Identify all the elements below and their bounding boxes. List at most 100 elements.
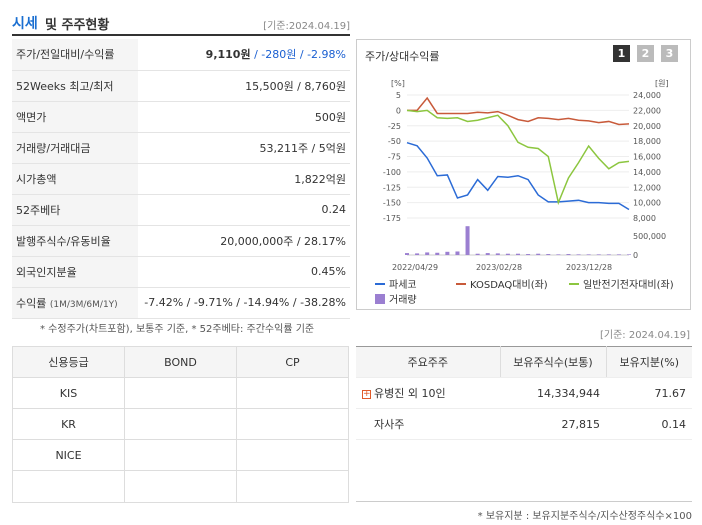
volume-bar <box>445 251 450 255</box>
volume-bar <box>586 254 591 255</box>
credit-agency: KIS <box>12 377 125 409</box>
bond-rating <box>124 470 237 503</box>
holder-note: * 보유지분 : 보유지분주식수/지수산정주식수×100 <box>477 511 692 522</box>
chart-page-2-button[interactable]: 2 <box>637 45 654 62</box>
cp-rating <box>236 470 349 503</box>
holder-name[interactable]: + 유병진 외 10인 <box>356 377 500 409</box>
holder-header: 보유지분(%) <box>606 346 692 378</box>
series-line-1 <box>407 96 630 126</box>
volume-bar <box>455 251 460 255</box>
chart-page-3-button[interactable]: 3 <box>661 45 678 62</box>
quote-value: 15,500원 / 8,760원 <box>138 70 350 102</box>
cp-rating <box>236 408 349 440</box>
volume-bar <box>596 254 601 255</box>
volume-bar <box>536 253 541 255</box>
volume-tick-label: 500,000 <box>633 232 666 241</box>
credit-row: NICE <box>12 439 349 471</box>
credit-rating-table: 신용등급 BOND CP KIS KR NICE <box>12 346 349 503</box>
quote-value: 500원 <box>138 101 350 133</box>
quote-row: 52Weeks 최고/최저 15,500원 / 8,760원 <box>12 70 350 102</box>
quote-row: 외국인지분율 0.45% <box>12 256 350 288</box>
quote-note: * 수정주가(차트포함), 보통주 기준, * 52주베타: 주간수익률 기준 <box>40 324 315 335</box>
legend-label: 파세코 <box>389 279 417 291</box>
left-tick-label: -50 <box>388 137 401 146</box>
credit-header: CP <box>236 346 349 378</box>
section-header: 시세 및 주주현황 [기준:2024.04.19] <box>12 12 350 36</box>
legend-label: 일반전기전자대비(좌) <box>583 279 674 291</box>
bond-rating <box>124 377 237 409</box>
quote-value: -7.42% / -9.71% / -14.94% / -38.28% <box>138 287 350 319</box>
right-tick-label: 22,000 <box>633 106 661 115</box>
quote-row: 거래량/거래대금 53,211주 / 5억원 <box>12 132 350 164</box>
price-change: / -280원 / -2.98% <box>250 48 346 62</box>
volume-bar <box>566 254 571 255</box>
right-tick-label: 12,000 <box>633 183 661 192</box>
quote-row: 주가/전일대비/수익률 9,110원 / -280원 / -2.98% <box>12 39 350 71</box>
volume-bar <box>516 253 520 255</box>
section-title-rest: 및 주주현황 <box>45 18 110 33</box>
base-date: [기준:2024.04.19] <box>263 21 350 32</box>
series-line-0 <box>406 141 630 211</box>
quote-value: 0.24 <box>138 194 350 226</box>
return-sublabel: (1M/3M/6M/1Y) <box>49 299 118 310</box>
holder-shares: 27,815 <box>500 408 606 440</box>
holder-header: 주요주주 <box>356 346 501 378</box>
quote-row: 액면가 500원 <box>12 101 350 133</box>
credit-row: KR <box>12 408 349 440</box>
credit-header: 신용등급 <box>12 346 125 378</box>
series-line-2 <box>406 109 630 206</box>
cp-rating <box>236 377 349 409</box>
quote-label: 주가/전일대비/수익률 <box>12 39 138 71</box>
quote-value: 0.45% <box>138 256 350 288</box>
holder-pct: 71.67 <box>606 377 692 409</box>
bond-rating <box>124 439 237 471</box>
quote-row: 시가총액 1,822억원 <box>12 163 350 195</box>
volume-bar <box>526 254 531 255</box>
left-tick-label: -75 <box>388 153 401 162</box>
holder-name: 자사주 <box>356 408 500 440</box>
quote-row: 수익률 (1M/3M/6M/1Y) -7.42% / -9.71% / -14.… <box>12 287 350 319</box>
quote-table: 주가/전일대비/수익률 9,110원 / -280원 / -2.98% 52We… <box>12 39 350 319</box>
volume-bar <box>495 253 500 255</box>
volume-bar <box>616 254 621 255</box>
holder-pct: 0.14 <box>606 408 692 440</box>
holder-table-bottom-rule <box>356 501 692 502</box>
credit-header-row: 신용등급 BOND CP <box>12 346 349 378</box>
holder-name-text: 유병진 외 10인 <box>374 387 446 400</box>
quote-row: 발행주식수/유동비율 20,000,000주 / 28.17% <box>12 225 350 257</box>
quote-value: 53,211주 / 5억원 <box>138 132 350 164</box>
credit-agency <box>12 470 125 503</box>
right-tick-label: 10,000 <box>633 199 661 208</box>
return-label: 수익률 <box>16 296 47 310</box>
x-tick-label: 2022/04/29 <box>392 263 438 272</box>
left-tick-label: -100 <box>383 168 401 177</box>
right-tick-label: 18,000 <box>633 137 661 146</box>
left-tick-label: -150 <box>383 199 401 208</box>
right-tick-label: 14,000 <box>633 168 661 177</box>
quote-label: 시가총액 <box>12 163 138 195</box>
left-tick-label: -175 <box>383 214 401 223</box>
credit-agency: KR <box>12 408 125 440</box>
quote-value: 1,822억원 <box>138 163 350 195</box>
quote-label: 발행주식수/유동비율 <box>12 225 138 257</box>
shareholder-table: 주요주주 보유주식수(보통) 보유지분(%) + 유병진 외 10인 14,334… <box>356 346 692 440</box>
credit-row <box>12 470 349 503</box>
right-tick-label: 16,000 <box>633 153 661 162</box>
chart-title: 주가/상대수익률 <box>365 50 440 63</box>
volume-bar <box>405 253 409 255</box>
volume-bar <box>546 254 551 255</box>
volume-bar <box>435 252 440 255</box>
expand-plus-icon[interactable]: + <box>362 388 371 399</box>
current-price: 9,110원 <box>205 48 251 62</box>
cp-rating <box>236 439 349 471</box>
holder-header-row: 주요주주 보유주식수(보통) 보유지분(%) <box>356 346 692 378</box>
section-title: 시세 <box>12 16 38 32</box>
volume-bar <box>576 254 581 255</box>
quote-label: 거래량/거래대금 <box>12 132 138 164</box>
quote-label: 외국인지분율 <box>12 256 138 288</box>
chart-page-1-button[interactable]: 1 <box>613 45 630 62</box>
legend-label: KOSDAQ대비(좌) <box>470 279 548 291</box>
volume-bar <box>465 226 470 255</box>
right-tick-label: 20,000 <box>633 122 661 131</box>
right-axis-unit: [원] <box>655 79 669 88</box>
